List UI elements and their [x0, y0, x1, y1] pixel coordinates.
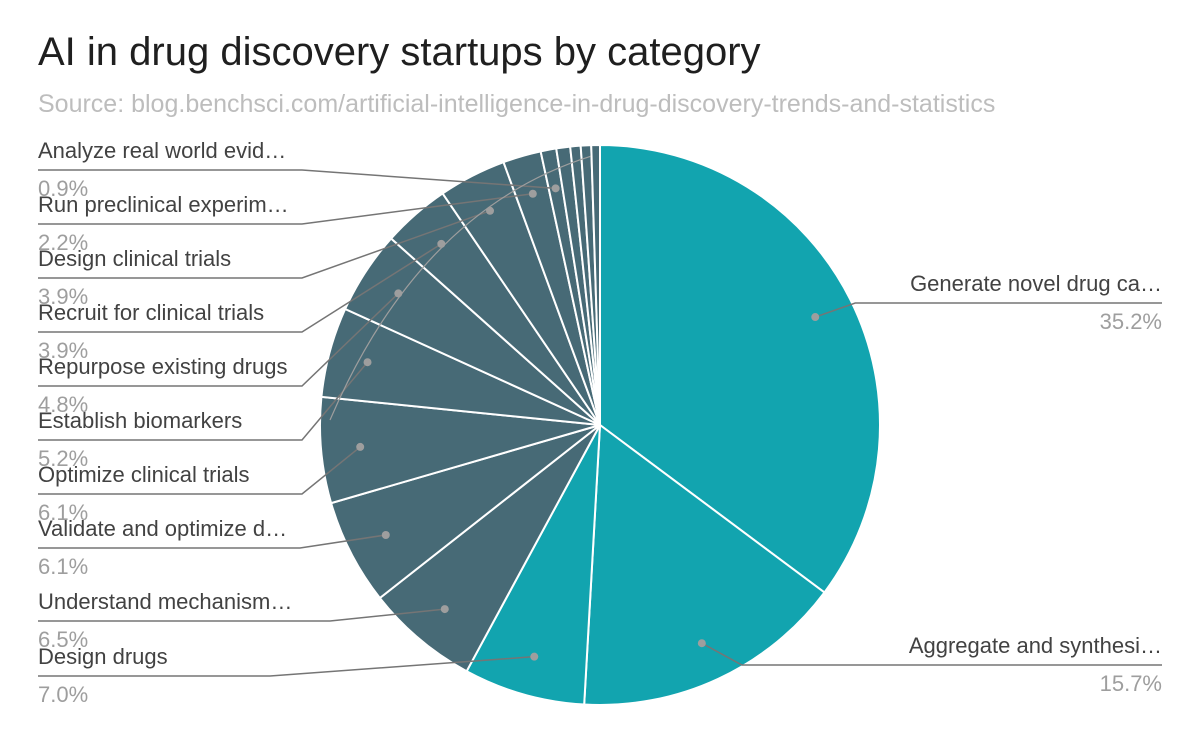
leader-line — [38, 193, 533, 225]
slice-label: Establish biomarkers — [38, 408, 242, 433]
leader-dot — [363, 358, 372, 367]
slice-label: Understand mechanism… — [38, 589, 292, 614]
pie-slices — [319, 143, 881, 706]
slice-percent-label: 35.2% — [1100, 309, 1162, 334]
leader-line — [814, 302, 1162, 318]
leader-dot — [811, 313, 820, 322]
leader-dot — [551, 184, 560, 193]
leader-lines — [38, 155, 1162, 677]
chart-subtitle: Source: blog.benchsci.com/artificial-int… — [38, 90, 996, 118]
leader-dot — [440, 605, 449, 614]
leader-dot — [530, 652, 539, 661]
leader-line — [38, 292, 399, 387]
leader-line — [38, 534, 386, 549]
slice-percent-label: 6.1% — [38, 500, 88, 525]
leader-line — [701, 642, 1162, 666]
slice-label: Design clinical trials — [38, 246, 231, 271]
slice-percent-label: 15.7% — [1100, 671, 1162, 696]
leader-line — [38, 446, 361, 495]
leader-dot — [394, 289, 403, 298]
leader-guide-curve — [329, 155, 591, 421]
slice-percent-label: 7.0% — [38, 682, 88, 707]
leader-line — [38, 210, 491, 279]
slice-labels: Generate novel drug ca… 35.2% Aggregate an… — [38, 138, 1162, 707]
leader-dot — [486, 206, 495, 215]
leader-line — [38, 608, 445, 622]
leader-dot — [528, 189, 537, 198]
slice-label: Optimize clinical trials — [38, 462, 250, 487]
slice-percent-label: 0.9% — [38, 176, 88, 201]
slice-label: Aggregate and synthesi… — [909, 633, 1162, 658]
slice-label: Generate novel drug ca… — [910, 271, 1162, 296]
leader-line — [38, 655, 535, 677]
slice-label: Analyze real world evid… — [38, 138, 286, 163]
leader-line — [38, 361, 369, 441]
slice-percent-label: 3.9% — [38, 338, 88, 363]
slice-percent-label: 6.1% — [38, 554, 88, 579]
slice-label: Design drugs — [38, 644, 168, 669]
slice-label: Repurpose existing drugs — [38, 354, 287, 379]
pie-slice[interactable] — [583, 423, 826, 706]
leader-dot — [437, 239, 446, 248]
leader-line — [38, 169, 556, 190]
pie-slice[interactable] — [465, 424, 601, 706]
slice-label: Run preclinical experim… — [38, 192, 289, 217]
slice-percent-label: 6.5% — [38, 627, 88, 652]
pie-slice[interactable] — [590, 143, 601, 426]
slice-percent-label: 4.8% — [38, 392, 88, 417]
leader-line — [38, 243, 442, 333]
slice-label: Validate and optimize d… — [38, 516, 287, 541]
slice-label: Recruit for clinical trials — [38, 300, 264, 325]
leader-dot — [697, 639, 706, 648]
slice-percent-label: 3.9% — [38, 284, 88, 309]
slice-percent-label: 2.2% — [38, 230, 88, 255]
leader-dot — [381, 530, 390, 539]
leader-dot — [356, 442, 365, 451]
chart-title: AI in drug discovery startups by categor… — [38, 30, 761, 74]
slice-percent-label: 5.2% — [38, 446, 88, 471]
pie-slice[interactable] — [599, 143, 881, 594]
